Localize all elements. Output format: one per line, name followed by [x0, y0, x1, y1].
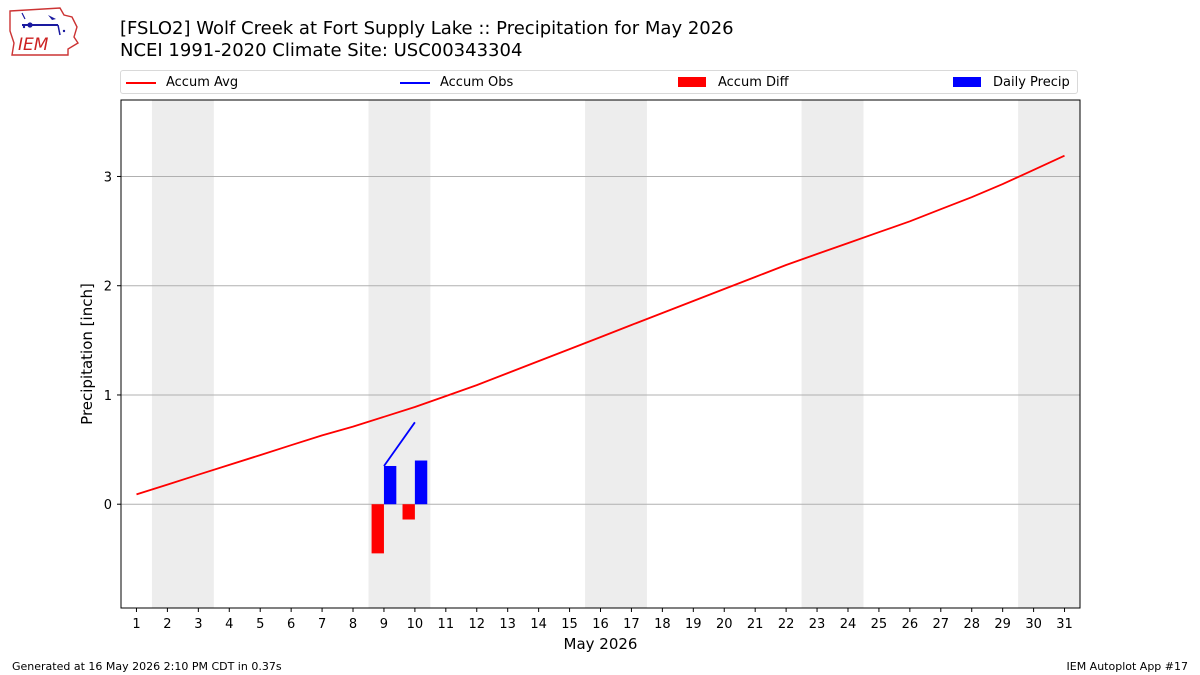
x-tick-label: 5 [256, 617, 264, 632]
x-tick-label: 28 [963, 617, 980, 632]
x-tick-label: 13 [499, 617, 516, 632]
y-tick-label: 3 [104, 170, 112, 185]
x-tick-label: 24 [840, 617, 857, 632]
x-tick-label: 10 [407, 617, 424, 632]
x-tick-label: 18 [654, 617, 671, 632]
x-tick-label: 26 [902, 617, 919, 632]
y-tick-label: 1 [104, 389, 112, 404]
x-tick-label: 6 [287, 617, 295, 632]
x-tick-label: 3 [194, 617, 202, 632]
accum-diff-bar [402, 504, 415, 520]
chart-legend: Accum Avg Accum Obs Accum Diff Daily Pre… [120, 70, 1078, 94]
daily-precip-bar [383, 465, 397, 505]
x-tick-label: 22 [778, 617, 795, 632]
x-tick-label: 27 [933, 617, 950, 632]
x-tick-label: 14 [530, 617, 547, 632]
x-tick-label: 29 [994, 617, 1011, 632]
x-axis-label: May 2026 [564, 635, 638, 653]
legend-label: Accum Diff [718, 75, 789, 90]
footer-app-id: IEM Autoplot App #17 [1066, 660, 1189, 673]
y-tick-label: 0 [104, 498, 112, 513]
chart-title: [FSLO2] Wolf Creek at Fort Supply Lake :… [120, 18, 734, 39]
iowa-map-icon: IEM [9, 7, 79, 56]
accum-obs-line [383, 421, 416, 467]
legend-label: Accum Obs [440, 75, 514, 90]
x-tick-label: 30 [1025, 617, 1042, 632]
x-tick-label: 17 [623, 617, 640, 632]
accum-diff-bar [371, 504, 384, 554]
weekend-band [1018, 100, 1080, 608]
weekend-band [151, 100, 214, 608]
x-tick-label: 25 [871, 617, 888, 632]
x-tick-label: 9 [380, 617, 388, 632]
x-tick-label: 2 [163, 617, 171, 632]
x-tick-label: 7 [318, 617, 326, 632]
accum-avg-line [136, 154, 1065, 496]
weekend-band [585, 100, 647, 608]
x-tick-label: 31 [1056, 617, 1073, 632]
x-tick-label: 16 [592, 617, 609, 632]
y-axis-label: Precipitation [inch] [78, 283, 96, 425]
legend-line-swatch [126, 82, 156, 84]
x-tick-label: 1 [132, 617, 140, 632]
x-tick-label: 4 [225, 617, 233, 632]
footer-generated: Generated at 16 May 2026 2:10 PM CDT in … [12, 660, 282, 673]
weekend-band [801, 100, 864, 608]
x-tick-label: 21 [747, 617, 764, 632]
logo-text: IEM [18, 35, 49, 55]
legend-label: Daily Precip [993, 75, 1070, 90]
x-tick-label: 12 [468, 617, 485, 632]
x-tick-label: 8 [349, 617, 357, 632]
legend-patch-swatch [953, 77, 981, 87]
x-tick-label: 11 [438, 617, 455, 632]
x-tick-label: 23 [809, 617, 826, 632]
chart-subtitle: NCEI 1991-2020 Climate Site: USC00343304 [120, 40, 523, 61]
legend-patch-swatch [678, 77, 706, 87]
legend-label: Accum Avg [166, 75, 239, 90]
x-tick-label: 19 [685, 617, 702, 632]
y-tick-label: 2 [104, 280, 112, 295]
x-tick-label: 20 [716, 617, 733, 632]
daily-precip-bar [414, 460, 428, 505]
legend-line-swatch [400, 82, 430, 84]
iem-logo: IEM [8, 5, 82, 59]
x-tick-label: 15 [561, 617, 578, 632]
